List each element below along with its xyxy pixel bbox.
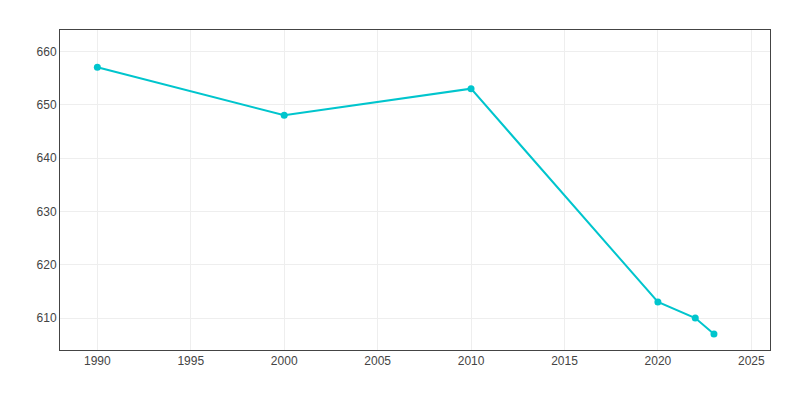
svg-text:1995: 1995 bbox=[177, 354, 204, 368]
svg-text:2000: 2000 bbox=[271, 354, 298, 368]
svg-text:2025: 2025 bbox=[738, 354, 765, 368]
svg-text:660: 660 bbox=[37, 45, 57, 59]
svg-text:610: 610 bbox=[37, 311, 57, 325]
svg-text:640: 640 bbox=[37, 151, 57, 165]
svg-text:2015: 2015 bbox=[551, 354, 578, 368]
svg-text:2005: 2005 bbox=[364, 354, 391, 368]
svg-text:630: 630 bbox=[37, 205, 57, 219]
svg-text:2020: 2020 bbox=[645, 354, 672, 368]
svg-text:2010: 2010 bbox=[458, 354, 485, 368]
svg-text:620: 620 bbox=[37, 258, 57, 272]
svg-text:1990: 1990 bbox=[84, 354, 111, 368]
svg-text:650: 650 bbox=[37, 98, 57, 112]
